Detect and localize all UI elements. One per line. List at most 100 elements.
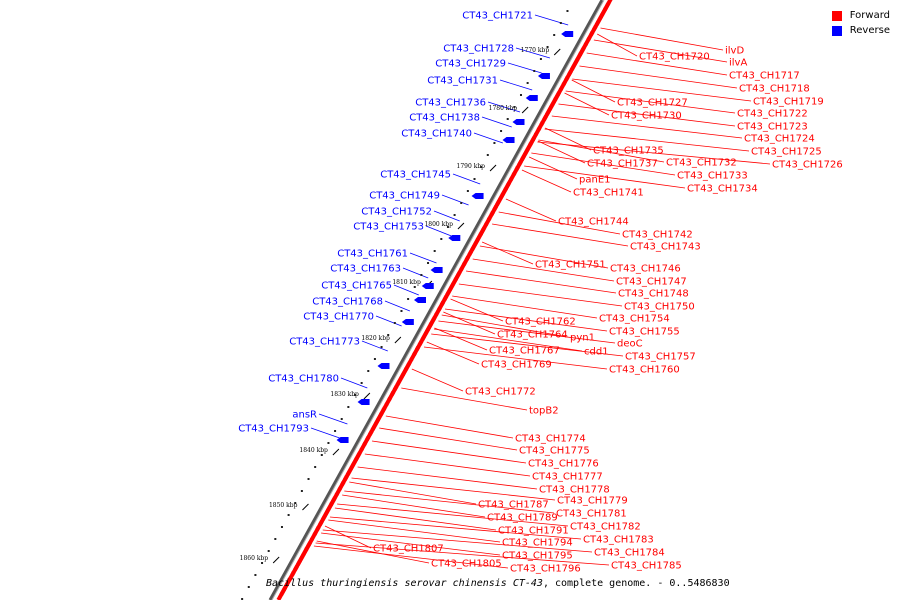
- forward-leader: [438, 320, 616, 344]
- forward-gene-label: CT43_CH1775: [519, 446, 590, 457]
- gene-marker: [340, 418, 343, 420]
- forward-gene-label: CT43_CH1741: [573, 188, 644, 199]
- forward-leader: [351, 477, 556, 501]
- forward-leader: [498, 211, 621, 235]
- forward-leader: [538, 139, 665, 163]
- gene-marker: [274, 538, 277, 540]
- reverse-gene-label: CT43_CH1736: [415, 98, 486, 109]
- forward-leader: [537, 141, 771, 165]
- forward-leader: [423, 346, 608, 370]
- forward-gene-label: CT43_CH1750: [624, 302, 695, 313]
- forward-leader: [579, 65, 738, 89]
- reverse-gene: [525, 95, 538, 101]
- gene-marker: [267, 550, 270, 552]
- forward-gene-label: CT43_CH1807: [373, 544, 444, 555]
- reverse-leader: [340, 377, 368, 389]
- forward-gene-label: deoC: [617, 339, 643, 350]
- gene-marker: [300, 490, 303, 492]
- reverse-gene-label: CT43_CH1768: [312, 297, 383, 308]
- gene-marker: [327, 442, 330, 444]
- forward-leader: [357, 466, 538, 490]
- forward-gene-label: CT43_CH1727: [617, 98, 688, 109]
- forward-leader: [433, 328, 583, 352]
- forward-leader: [329, 516, 582, 540]
- axis-tick-label: 1800 kbp: [424, 221, 453, 228]
- forward-gene-label: CT43_CH1725: [751, 147, 822, 158]
- gene-marker: [360, 382, 363, 384]
- forward-gene-label: CT43_CH1791: [498, 526, 569, 537]
- reverse-gene-label: CT43_CH1752: [361, 207, 432, 218]
- gene-marker: [367, 370, 370, 372]
- forward-gene: [276, 584, 288, 600]
- gene-marker: [280, 526, 283, 528]
- gene-marker: [506, 118, 509, 120]
- reverse-gene-label: CT43_CH1731: [427, 76, 498, 87]
- organism-name: Bacillus thuringiensis serovar chinensis…: [266, 578, 543, 589]
- reverse-gene-label: CT43_CH1753: [353, 222, 424, 233]
- reverse-gene: [357, 399, 370, 405]
- forward-gene-label: CT43_CH1779: [557, 496, 628, 507]
- forward-gene-label: CT43_CH1726: [772, 160, 843, 171]
- forward-gene-label: CT43_CH1746: [610, 264, 681, 275]
- forward-gene-label: CT43_CH1769: [481, 360, 552, 371]
- forward-gene-label: CT43_CH1777: [532, 472, 603, 483]
- forward-leader: [349, 481, 477, 505]
- gene-marker: [519, 94, 522, 96]
- reverse-gene: [336, 437, 349, 443]
- gene-marker: [433, 250, 436, 252]
- reverse-leader: [515, 47, 551, 59]
- forward-gene-label: CT43_CH1787: [478, 500, 549, 511]
- reverse-gene: [471, 193, 484, 199]
- reverse-gene-label: CT43_CH1780: [268, 374, 339, 385]
- forward-gene-label: CT43_CH1717: [729, 71, 800, 82]
- forward-leader: [537, 140, 586, 164]
- forward-gene-label: CT43_CH1785: [611, 561, 682, 572]
- forward-swatch: [831, 10, 842, 21]
- reverse-leader: [384, 300, 411, 312]
- forward-leader: [315, 542, 610, 566]
- reverse-gene-label: CT43_CH1728: [443, 44, 514, 55]
- forward-gene-label: CT43_CH1757: [625, 352, 696, 363]
- forward-leader: [551, 115, 743, 139]
- reverse-leader: [481, 116, 512, 128]
- forward-leader: [544, 128, 750, 152]
- axis-tick-label: 1780 kbp: [489, 105, 518, 112]
- forward-leader: [385, 415, 514, 439]
- forward-gene-label: CT43_CH1796: [510, 564, 581, 575]
- gene-marker: [473, 178, 476, 180]
- label-leader-lines: [310, 14, 771, 569]
- forward-leader: [444, 308, 608, 332]
- forward-gene-label: CT43_CH1789: [487, 513, 558, 524]
- gene-marker: [314, 466, 317, 468]
- gene-marker: [533, 70, 536, 72]
- reverse-leader: [441, 194, 469, 206]
- forward-gene-label: CT43_CH1783: [583, 535, 654, 546]
- gene-marker: [553, 34, 556, 36]
- axis-tick-label: 1790 kbp: [457, 163, 486, 170]
- forward-gene-label: CT43_CH1754: [599, 314, 670, 325]
- forward-gene-label: pyn1: [570, 333, 595, 344]
- reverse-gene: [377, 363, 390, 369]
- forward-leader: [328, 519, 501, 543]
- reverse-leader: [393, 284, 419, 296]
- gene-marker: [373, 358, 376, 360]
- gene-marker: [247, 586, 250, 588]
- forward-leader: [593, 39, 728, 63]
- forward-gene-label: cdd1: [584, 347, 609, 358]
- gene-marker: [559, 22, 562, 24]
- reverse-leader: [402, 267, 429, 279]
- axis-tick: [363, 392, 371, 400]
- forward-leader: [528, 156, 578, 180]
- reverse-gene: [502, 137, 515, 143]
- reverse-gene-label: CT43_CH1765: [321, 281, 392, 292]
- reverse-gene-label: CT43_CH1721: [462, 11, 533, 22]
- gene-marker: [526, 82, 529, 84]
- forward-gene-label: topB2: [529, 406, 559, 417]
- forward-gene-label: CT43_CH1737: [587, 159, 658, 170]
- forward-gene-label: CT43_CH1774: [515, 434, 586, 445]
- forward-leader: [411, 368, 464, 392]
- forward-leader: [564, 92, 610, 116]
- forward-gene-label: CT43_CH1732: [666, 158, 737, 169]
- gene-marker: [387, 334, 390, 336]
- axis-tick: [394, 336, 402, 344]
